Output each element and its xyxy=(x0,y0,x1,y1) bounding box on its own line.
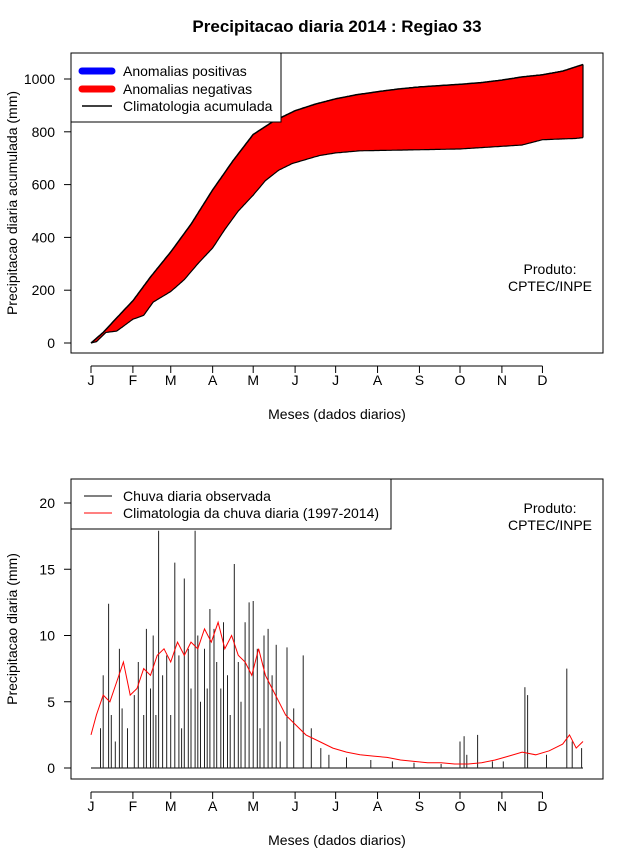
top-y-tick-label: 200 xyxy=(32,282,56,298)
bottom-x-tick-label: A xyxy=(208,798,218,814)
bottom-x-tick-label: J xyxy=(332,798,339,814)
top-x-label: Meses (dados diarios) xyxy=(268,406,406,422)
bottom-x-tick-label: D xyxy=(537,798,547,814)
bottom-x-tick-label: N xyxy=(497,798,507,814)
bottom-x-tick-label: F xyxy=(129,798,138,814)
legend-label-climatology: Climatologia acumulada xyxy=(123,98,273,114)
top-x-tick-label: J xyxy=(88,372,95,388)
bottom-x-tick-label: M xyxy=(247,798,259,814)
bottom-x-tick-label: J xyxy=(88,798,95,814)
top-y-tick-label: 0 xyxy=(47,335,55,351)
legend-label-positive: Anomalias positivas xyxy=(123,63,247,79)
bottom-annotation-line1: Produto: xyxy=(524,500,577,516)
top-panel: 0 200 400 600 800 1000 J F M A M J J A S O N D Meses (da… xyxy=(4,52,604,422)
bottom-y-tick-label: 10 xyxy=(39,628,55,644)
top-x-tick-label: D xyxy=(537,372,547,388)
bottom-x-tick-label: A xyxy=(373,798,383,814)
legend-label-observed: Chuva diaria observada xyxy=(123,488,271,504)
top-y-tick-label: 600 xyxy=(32,177,56,193)
top-annotation-line2: CPTEC/INPE xyxy=(508,278,592,294)
figure-title: Precipitacao diaria 2014 : Regiao 33 xyxy=(192,17,481,36)
top-x-tick-label: S xyxy=(415,372,424,388)
bottom-y-label: Precipitacao diaria (mm) xyxy=(4,553,20,705)
top-x-tick-label: N xyxy=(497,372,507,388)
top-y-tick-label: 800 xyxy=(32,124,56,140)
bottom-x-tick-label: O xyxy=(455,798,466,814)
legend-label-daily-climatology: Climatologia da chuva diaria (1997-2014) xyxy=(123,505,379,521)
bottom-y-axis: 0 5 10 15 20 xyxy=(39,495,72,776)
top-x-tick-label: A xyxy=(373,372,383,388)
top-y-tick-label: 400 xyxy=(32,229,56,245)
legend-label-negative: Anomalias negativas xyxy=(123,81,252,97)
top-x-tick-label: F xyxy=(129,372,138,388)
bottom-annotation-line2: CPTEC/INPE xyxy=(508,517,592,533)
bottom-x-tick-label: S xyxy=(415,798,424,814)
bottom-x-label: Meses (dados diarios) xyxy=(268,832,406,848)
bottom-x-tick-label: J xyxy=(292,798,299,814)
bottom-legend: Chuva diaria observada Climatologia da c… xyxy=(70,478,392,530)
top-x-tick-label: J xyxy=(292,372,299,388)
bottom-legend-box xyxy=(70,478,392,530)
negative-anomaly-area xyxy=(91,64,583,343)
top-legend: Anomalias positivas Anomalias negativas … xyxy=(70,52,282,123)
top-x-tick-label: O xyxy=(455,372,466,388)
climatology-line-layer xyxy=(90,620,584,765)
bottom-y-tick-label: 0 xyxy=(47,760,55,776)
anomaly-fill-layer xyxy=(91,64,583,343)
bottom-y-tick-label: 15 xyxy=(39,561,55,577)
bottom-panel: 0 5 10 15 20 J F M A M J J A S O N D Meses (dados diari… xyxy=(4,478,604,848)
top-annotation-line1: Produto: xyxy=(524,261,577,277)
daily-rain-bars-layer xyxy=(91,530,583,769)
daily-climatology-line xyxy=(90,620,584,765)
top-x-tick-label: A xyxy=(208,372,218,388)
top-x-tick-label: M xyxy=(165,372,177,388)
observed-cumulative-line xyxy=(90,137,584,344)
top-y-tick-label: 1000 xyxy=(24,71,55,87)
top-y-label: Precipitacao diaria acumulada (mm) xyxy=(4,91,20,315)
top-x-tick-label: M xyxy=(247,372,259,388)
series-line-layer xyxy=(90,63,584,344)
top-x-tick-label: J xyxy=(332,372,339,388)
bottom-y-tick-label: 20 xyxy=(39,495,55,511)
top-y-axis: 0 200 400 600 800 1000 xyxy=(24,71,72,351)
bottom-x-tick-label: M xyxy=(165,798,177,814)
climatology-cumulative-line xyxy=(90,63,584,344)
bottom-y-tick-label: 5 xyxy=(47,694,55,710)
